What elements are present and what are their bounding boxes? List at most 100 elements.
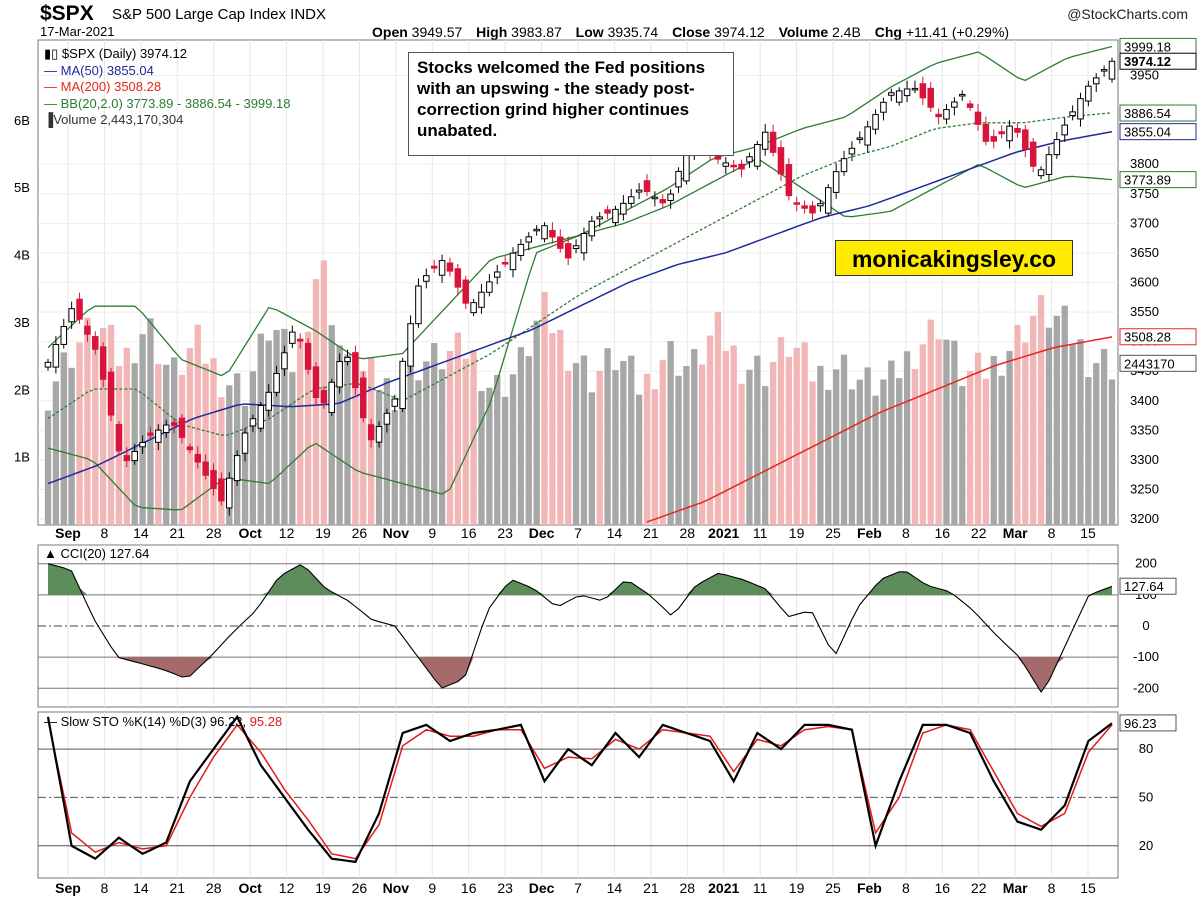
candle-body — [951, 101, 958, 108]
candle-body — [635, 189, 643, 193]
volume-bar — [911, 369, 919, 525]
ma50-line — [47, 130, 1113, 485]
volume-bar — [565, 370, 572, 525]
volume-tick-label: 3B — [14, 315, 30, 330]
candle-body — [501, 262, 509, 265]
x-tick-label: 8 — [101, 525, 109, 541]
x-tick-label: 9 — [428, 880, 436, 896]
candle-body — [68, 308, 75, 323]
volume-tick-label: 4B — [14, 248, 30, 263]
candle-body — [407, 323, 414, 367]
price-legend: ▮▯ $SPX (Daily) 3974.12 — MA(50) 3855.04… — [44, 46, 290, 129]
candle-body — [809, 205, 816, 214]
volume-bar — [210, 358, 217, 525]
volume-bar — [903, 351, 911, 525]
candle-body — [202, 461, 209, 476]
candle-body — [486, 281, 493, 293]
last-value-box — [1119, 104, 1197, 122]
volume-bar — [234, 373, 241, 525]
volume-bar — [998, 375, 1005, 525]
candle-body — [147, 432, 154, 436]
candle-body — [769, 131, 777, 153]
volume-bar — [785, 356, 793, 525]
candle-body — [470, 302, 477, 314]
volume-bar — [494, 375, 501, 525]
sto-label: — Slow STO %K(14) %D(3) 96.23, 95.28 — [44, 714, 283, 729]
volume-bar — [462, 358, 469, 525]
x-tick-label: 16 — [461, 525, 477, 541]
candle-body — [92, 336, 99, 350]
volume-bar — [919, 344, 926, 525]
candle-body — [478, 291, 485, 308]
index-name: S&P 500 Large Cap Index INDX — [112, 6, 327, 23]
last-value-box — [1119, 171, 1197, 189]
candle-body — [218, 478, 225, 502]
x-tick-label: 9 — [428, 525, 436, 541]
volume-bar — [872, 395, 879, 525]
x-tick-label: 8 — [902, 880, 910, 896]
candle-body — [1037, 169, 1045, 177]
last-value-box — [1119, 52, 1197, 70]
candle-body — [596, 216, 603, 220]
volume-bar — [974, 352, 982, 525]
sto-tick-label: 50 — [1139, 789, 1153, 804]
candle-body — [730, 164, 737, 168]
candle-body — [777, 147, 785, 175]
candle-body — [226, 477, 233, 509]
x-tick-label: 16 — [934, 525, 950, 541]
volume-bar — [249, 371, 257, 525]
sto-tick-label: 80 — [1139, 741, 1153, 756]
volume-bar — [194, 324, 201, 525]
candle-body — [1077, 98, 1084, 120]
volume-bar — [880, 379, 887, 525]
bb-lower-line — [47, 157, 1113, 511]
volume-bar — [100, 328, 107, 525]
candle-body — [115, 424, 123, 452]
volume-bar — [186, 348, 194, 525]
last-value-label: 2443170 — [1124, 356, 1175, 371]
last-value-box — [1119, 123, 1197, 141]
volume-bar — [730, 345, 737, 525]
candle-body — [793, 202, 800, 205]
volume-bar — [817, 365, 824, 525]
candle-body — [265, 391, 272, 411]
volume-bar — [525, 356, 532, 525]
candle-body — [139, 442, 146, 448]
price-tick-label: 3650 — [1130, 245, 1159, 260]
candle-body — [911, 87, 919, 91]
candle-body — [746, 156, 753, 163]
volume-bar — [620, 361, 627, 525]
candle-body — [761, 131, 769, 150]
volume-bar — [651, 389, 659, 525]
volume-bar — [699, 364, 706, 525]
candle-body — [155, 429, 162, 443]
candle-body — [312, 366, 320, 399]
candle-body — [241, 432, 249, 454]
x-tick-label: 2021 — [708, 525, 739, 541]
x-tick-label: 14 — [607, 880, 623, 896]
cci-last-box — [1119, 577, 1177, 595]
legend-ma200: — MA(200) 3508.28 — [44, 79, 162, 94]
volume-bar — [896, 378, 903, 525]
cci-tick-label: 200 — [1135, 556, 1157, 571]
volume-bar — [438, 369, 446, 525]
x-tick-label: 21 — [643, 880, 659, 896]
last-value-label: 3999.18 — [1124, 39, 1171, 54]
volume-bar — [265, 340, 272, 525]
volume-bar — [226, 385, 233, 525]
x-tick-label: Dec — [529, 525, 555, 541]
volume-bar — [407, 360, 414, 525]
volume-bar — [202, 363, 209, 525]
x-tick-label: 12 — [279, 525, 295, 541]
volume-bar — [509, 374, 517, 525]
volume-bar — [281, 328, 288, 525]
candle-body — [604, 209, 611, 214]
x-tick-label: 28 — [206, 525, 222, 541]
last-value-box — [1119, 328, 1197, 346]
candle-body — [1061, 124, 1068, 136]
volume-bar — [966, 370, 974, 525]
x-tick-label: 11 — [753, 880, 768, 896]
volume-bar — [1006, 350, 1013, 525]
candle-body — [825, 187, 832, 214]
volume-bar — [1061, 305, 1068, 525]
